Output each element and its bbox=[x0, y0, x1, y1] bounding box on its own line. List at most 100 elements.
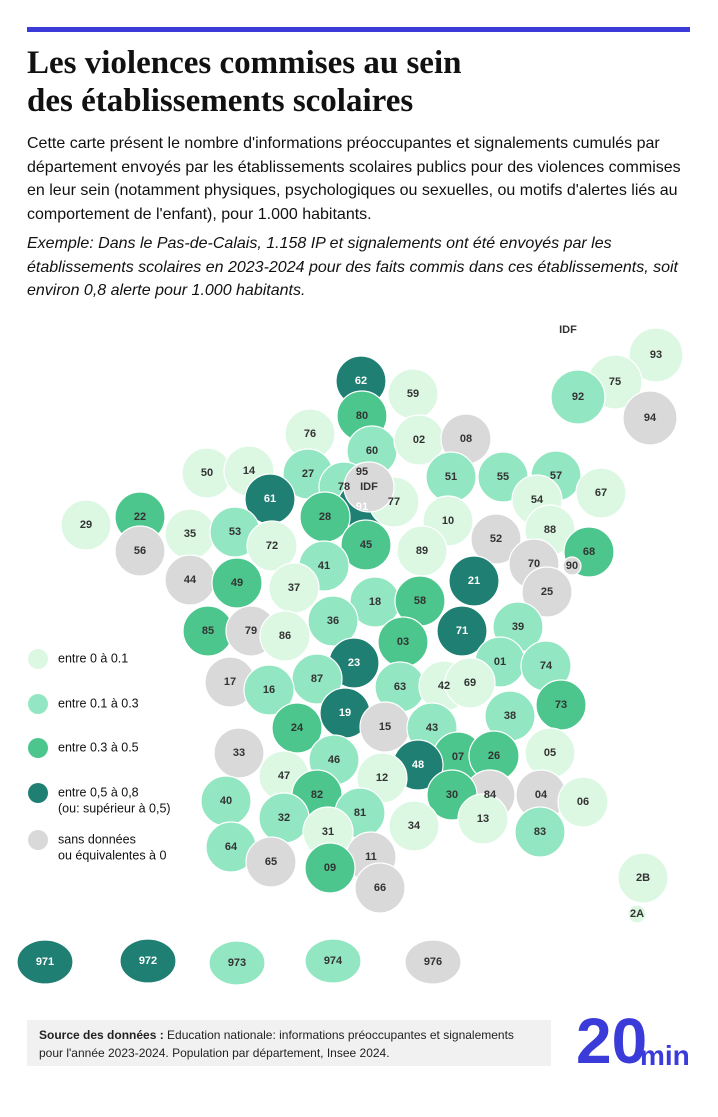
department-code: 42 bbox=[438, 680, 450, 692]
department-code: 57 bbox=[550, 470, 562, 482]
department-area bbox=[470, 513, 522, 565]
department-area bbox=[448, 555, 500, 607]
department-code: 39 bbox=[512, 621, 524, 633]
logo: 20 min bbox=[576, 1005, 690, 1075]
legend-swatch bbox=[28, 738, 48, 758]
department-code: 35 bbox=[184, 528, 196, 540]
overseas-code: 972 bbox=[139, 955, 157, 967]
department-code: 64 bbox=[225, 841, 238, 853]
overseas-area bbox=[119, 938, 177, 984]
department-code: 49 bbox=[231, 577, 243, 589]
department-area bbox=[627, 904, 647, 924]
legend-swatch bbox=[28, 783, 48, 803]
department-code: 68 bbox=[583, 546, 595, 558]
department-code: 37 bbox=[288, 582, 300, 594]
legend-label: entre 0 à 0.1 bbox=[58, 651, 128, 665]
legend-label: entre 0,5 à 0,8 bbox=[58, 785, 139, 799]
department-area bbox=[213, 727, 265, 779]
overseas-area bbox=[304, 938, 362, 984]
overseas-area bbox=[404, 939, 462, 985]
department-code: 86 bbox=[279, 630, 291, 642]
department-area bbox=[436, 605, 488, 657]
department-code: 32 bbox=[278, 812, 290, 824]
department-code: 79 bbox=[245, 625, 257, 637]
department-code: 58 bbox=[414, 595, 426, 607]
overseas-code: 974 bbox=[324, 955, 343, 967]
department-code: 60 bbox=[366, 445, 378, 457]
department-code: 13 bbox=[477, 813, 489, 825]
department-code: 71 bbox=[456, 625, 468, 637]
department-area bbox=[575, 467, 627, 519]
department-code: 83 bbox=[534, 826, 546, 838]
department-area bbox=[617, 852, 669, 904]
department-code: 69 bbox=[464, 677, 476, 689]
department-code: 28 bbox=[319, 511, 331, 523]
department-code: 47 bbox=[278, 770, 290, 782]
department-area bbox=[60, 499, 112, 551]
department-area bbox=[304, 842, 356, 894]
legend-swatch bbox=[28, 649, 48, 669]
department-code: 10 bbox=[442, 515, 454, 527]
description: Cette carte présent le nombre d'informat… bbox=[27, 135, 681, 223]
department-area bbox=[354, 862, 406, 914]
department-area bbox=[457, 793, 509, 845]
department-code: 21 bbox=[468, 575, 480, 587]
department-code: 85 bbox=[202, 625, 214, 637]
department-area bbox=[550, 369, 606, 425]
department-code: 76 bbox=[304, 428, 316, 440]
department-code: 88 bbox=[544, 524, 556, 536]
department-area bbox=[562, 556, 582, 576]
department-code: 84 bbox=[484, 789, 497, 801]
logo-word: min bbox=[640, 1040, 690, 1071]
department-code: 02 bbox=[413, 434, 425, 446]
legend-label: ou équivalentes à 0 bbox=[58, 848, 166, 862]
department-code: 29 bbox=[80, 519, 92, 531]
department-code: 95 bbox=[356, 466, 368, 478]
department-code: 24 bbox=[291, 722, 304, 734]
department-code: 23 bbox=[348, 657, 360, 669]
department-code: 80 bbox=[356, 410, 368, 422]
department-code: 90 bbox=[566, 560, 578, 572]
department-code: 87 bbox=[311, 673, 323, 685]
department-code: 56 bbox=[134, 545, 146, 557]
department-code: 78 bbox=[338, 481, 350, 493]
department-area bbox=[622, 390, 678, 446]
department-area bbox=[343, 461, 395, 513]
department-code: 77 bbox=[388, 496, 400, 508]
department-area bbox=[243, 664, 295, 716]
department-area bbox=[557, 776, 609, 828]
department-code: 65 bbox=[265, 856, 277, 868]
department-code: 82 bbox=[311, 789, 323, 801]
department-code: 25 bbox=[541, 586, 553, 598]
department-code: 43 bbox=[426, 722, 438, 734]
example: Exemple: Dans le Pas-de-Calais, 1.158 IP… bbox=[27, 235, 678, 299]
department-area bbox=[514, 806, 566, 858]
department-code: 51 bbox=[445, 471, 457, 483]
map: 62 59 80 76 60 02 08 50 14 27 95 51 55 57 67 78 61 91 77 54… bbox=[16, 324, 684, 986]
department-code: 61 bbox=[264, 493, 276, 505]
department-code: 55 bbox=[497, 471, 509, 483]
department-area bbox=[340, 519, 392, 571]
department-code: 11 bbox=[365, 851, 377, 863]
department-code: 53 bbox=[229, 526, 241, 538]
department-code: 94 bbox=[644, 412, 657, 424]
department-code: 14 bbox=[243, 465, 256, 477]
overseas-code: 976 bbox=[424, 956, 442, 968]
department-code: 22 bbox=[134, 511, 146, 523]
overseas-area bbox=[208, 940, 266, 986]
legend-label: (ou: supérieur à 0,5) bbox=[58, 801, 171, 815]
department-code: 63 bbox=[394, 681, 406, 693]
department-area bbox=[245, 836, 297, 888]
department-area bbox=[211, 557, 263, 609]
department-code: 2B bbox=[636, 872, 650, 884]
department-code: 01 bbox=[494, 656, 506, 668]
department-code: 70 bbox=[528, 558, 540, 570]
overseas-code: 971 bbox=[36, 956, 54, 968]
department-code: 09 bbox=[324, 862, 336, 874]
department-code: 15 bbox=[379, 721, 391, 733]
department-code: 36 bbox=[327, 615, 339, 627]
department-code: 44 bbox=[184, 574, 197, 586]
title-line: des établissements scolaires bbox=[27, 83, 414, 119]
overseas-area bbox=[16, 939, 74, 985]
